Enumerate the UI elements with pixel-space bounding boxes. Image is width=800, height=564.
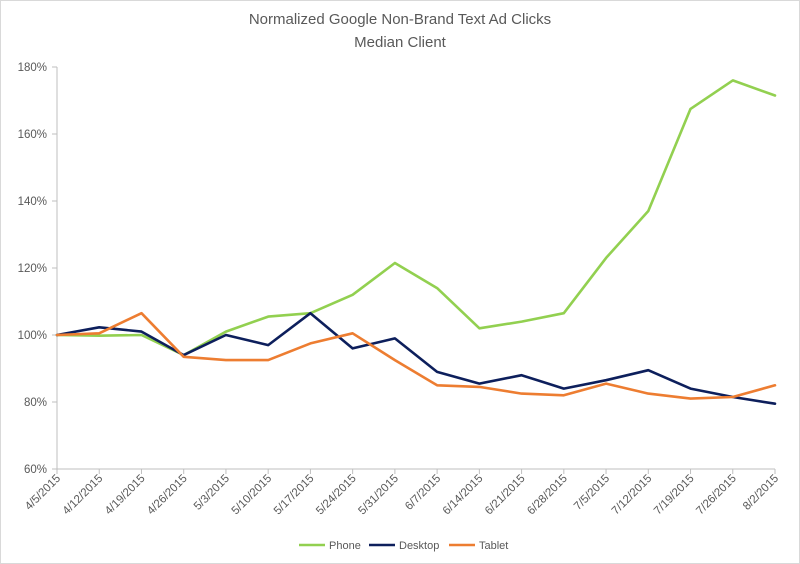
series-lines [55, 79, 777, 406]
x-tick-label: 5/17/2015 [272, 473, 317, 518]
legend-label-phone: Phone [329, 540, 361, 552]
legend-label-tablet: Tablet [479, 540, 508, 552]
y-tick-label: 80% [24, 397, 47, 409]
y-tick-label: 100% [18, 330, 47, 342]
legend: Phone Desktop Tablet [299, 540, 508, 552]
y-tick-label: 180% [18, 62, 47, 74]
y-tick-label: 140% [18, 196, 47, 208]
y-tick-label: 160% [18, 129, 47, 141]
series-line-desktop [55, 311, 777, 406]
x-tick-label: 7/12/2015 [610, 473, 655, 518]
chart-title: Normalized Google Non-Brand Text Ad Clic… [249, 11, 551, 28]
x-tick-label: 4/19/2015 [103, 473, 148, 518]
legend-label-desktop: Desktop [399, 540, 439, 552]
x-tick-label: 6/28/2015 [525, 473, 570, 518]
x-tick-label: 5/3/2015 [192, 473, 232, 513]
x-tick-label: 8/2/2015 [741, 473, 781, 513]
x-tick-label: 5/10/2015 [230, 473, 275, 518]
y-tick-label: 60% [24, 464, 47, 476]
x-tick-label: 7/5/2015 [572, 473, 612, 513]
x-tick-label: 7/26/2015 [694, 473, 739, 518]
x-tick-label: 6/7/2015 [403, 473, 443, 513]
x-tick-label: 4/5/2015 [23, 473, 63, 513]
y-tick-label: 120% [18, 263, 47, 275]
series-line-tablet [55, 311, 777, 400]
x-tick-label: 6/14/2015 [441, 473, 486, 518]
series-line-phone [55, 79, 777, 357]
x-tick-label: 5/24/2015 [314, 473, 359, 518]
axes: 60% 80% 100% 120% 140% 160% 180% 4/5/20154/12/2… [18, 62, 782, 517]
x-tick-label: 4/26/2015 [145, 473, 190, 518]
x-tick-label: 5/31/2015 [356, 473, 401, 518]
x-tick-label: 4/12/2015 [61, 473, 106, 518]
x-tick-label: 6/21/2015 [483, 473, 528, 518]
x-tick-label: 7/19/2015 [652, 473, 697, 518]
chart-subtitle: Median Client [354, 34, 447, 51]
